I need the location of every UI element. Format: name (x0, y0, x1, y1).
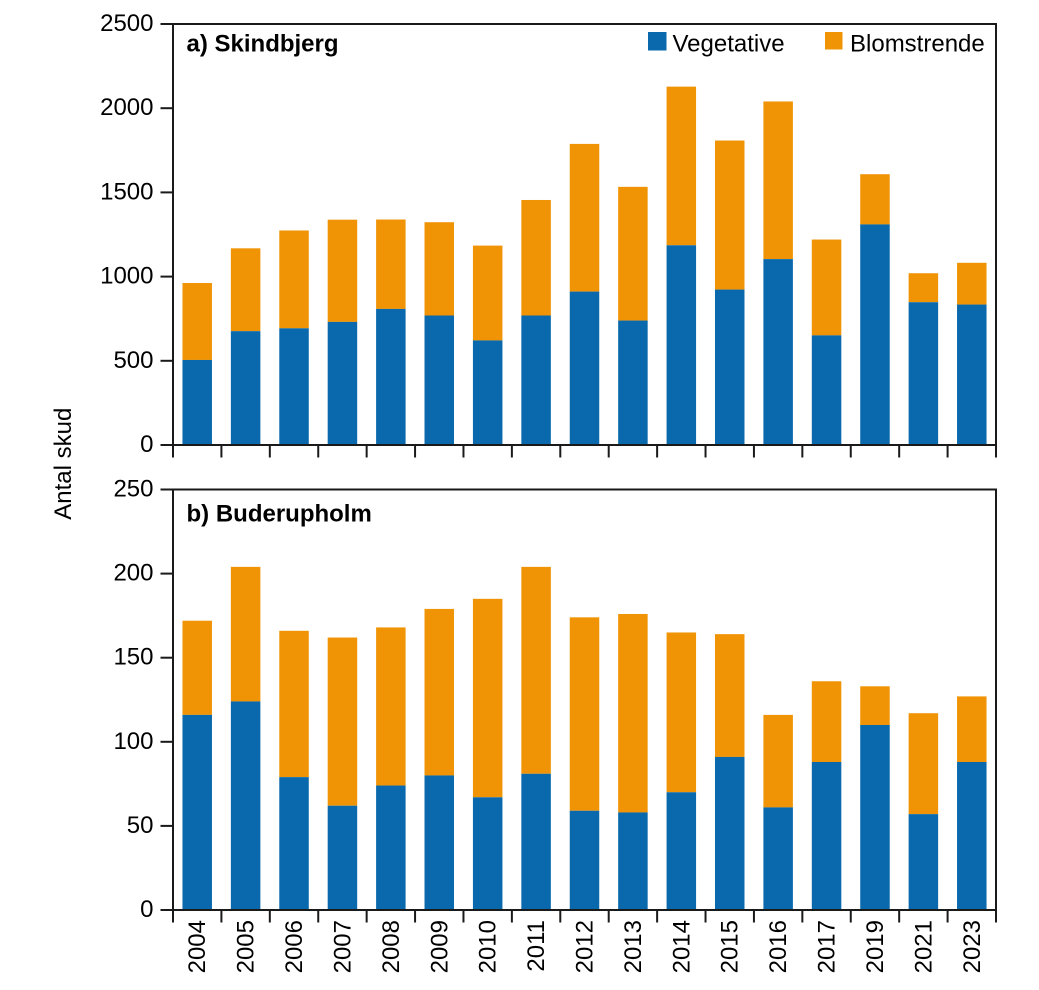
svg-text:2015: 2015 (717, 920, 744, 973)
svg-text:2017: 2017 (814, 920, 841, 973)
svg-text:2016: 2016 (765, 920, 792, 973)
svg-text:250: 250 (113, 476, 153, 503)
svg-text:150: 150 (113, 644, 153, 671)
svg-text:2019: 2019 (862, 920, 889, 973)
svg-text:2004: 2004 (184, 920, 211, 973)
svg-text:50: 50 (127, 812, 154, 839)
svg-text:2006: 2006 (281, 920, 308, 973)
svg-text:0: 0 (140, 431, 153, 458)
svg-text:b) Buderupholm: b) Buderupholm (187, 501, 372, 528)
svg-text:2009: 2009 (426, 920, 453, 973)
svg-text:2021: 2021 (910, 920, 937, 973)
svg-text:2010: 2010 (475, 920, 502, 973)
svg-text:Blomstrende: Blomstrende (850, 31, 985, 58)
svg-text:a) Skindbjerg: a) Skindbjerg (187, 31, 339, 58)
svg-text:2000: 2000 (100, 94, 153, 121)
svg-text:Antal skud: Antal skud (50, 408, 77, 520)
svg-text:2013: 2013 (620, 920, 647, 973)
svg-text:0: 0 (140, 896, 153, 923)
svg-text:Vegetative: Vegetative (673, 31, 785, 58)
svg-text:2011: 2011 (523, 920, 550, 972)
svg-text:2023: 2023 (959, 920, 986, 973)
svg-text:2008: 2008 (378, 920, 405, 973)
svg-text:500: 500 (113, 347, 153, 374)
svg-text:200: 200 (113, 560, 153, 587)
svg-text:1000: 1000 (100, 263, 153, 290)
svg-text:2500: 2500 (100, 10, 153, 37)
svg-text:2005: 2005 (233, 920, 260, 973)
svg-text:100: 100 (113, 728, 153, 755)
svg-text:2007: 2007 (329, 920, 356, 973)
svg-text:2012: 2012 (572, 920, 599, 973)
svg-text:2014: 2014 (668, 920, 695, 973)
svg-text:1500: 1500 (100, 178, 153, 205)
